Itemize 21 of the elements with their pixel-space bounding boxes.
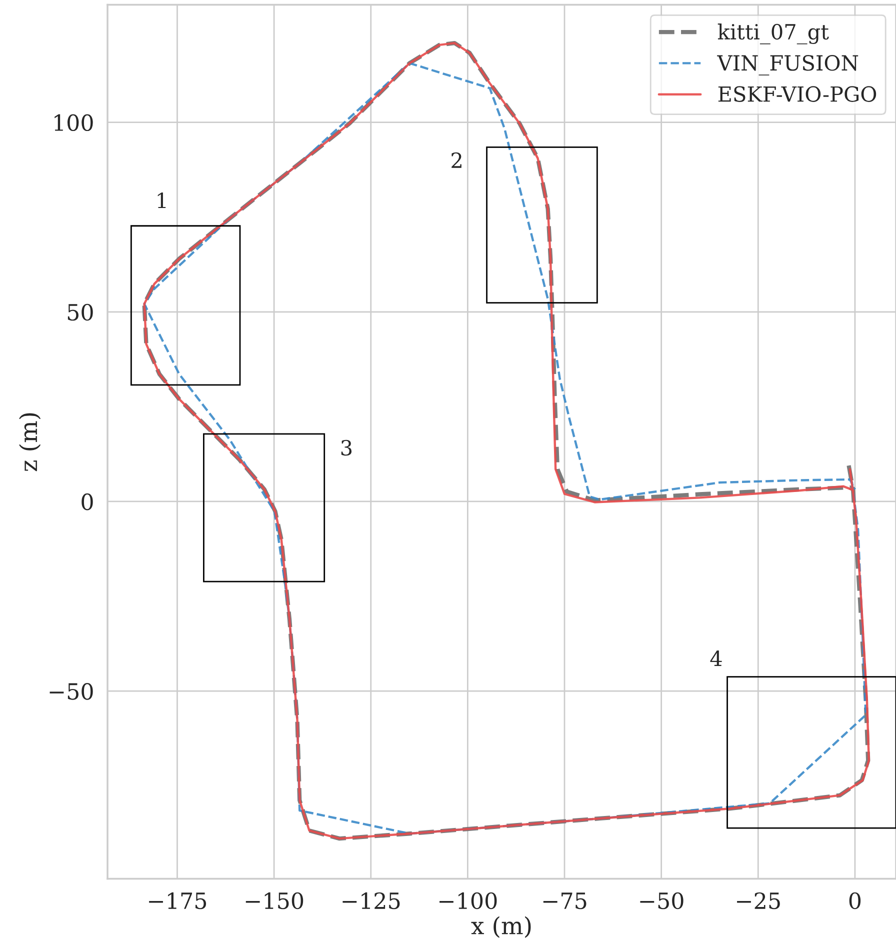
x-tick-label: −175: [149, 892, 206, 910]
y-axis-title: z (m): [19, 413, 41, 472]
legend-label: kitti_07_gt: [718, 24, 829, 44]
x-tick-label: −50: [640, 892, 684, 910]
legend-label: VIN_FUSION: [717, 55, 858, 76]
annotation: 3: [341, 440, 352, 456]
x-tick-label: 0: [849, 892, 861, 910]
y-tick-label: 50: [68, 304, 93, 321]
annotation: 1: [158, 192, 166, 208]
y-tick-label: 0: [82, 493, 93, 510]
x-tick-label: −150: [246, 892, 304, 910]
x-tick-label: −125: [342, 892, 400, 910]
annotation: 4: [710, 650, 722, 666]
x-axis-title: x (m): [471, 916, 531, 938]
y-tick-label: 100: [54, 114, 93, 132]
y-tick-label: −50: [50, 683, 93, 700]
x-tick-label: −25: [737, 892, 780, 910]
x-tick-label: −75: [543, 892, 586, 910]
x-tick-label: −100: [440, 892, 497, 910]
annotation: 2: [452, 152, 462, 168]
legend-label: ESKF-VIO-PGO: [718, 86, 876, 102]
